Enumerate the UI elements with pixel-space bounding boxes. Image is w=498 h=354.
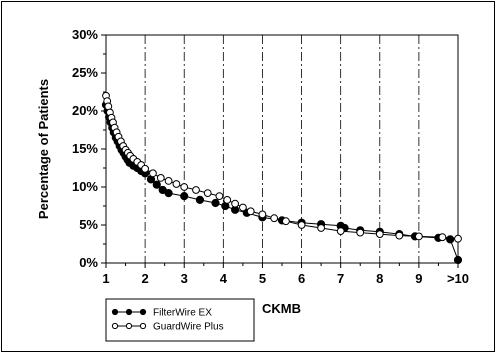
legend: FilterWire EX GuardWire Plus xyxy=(105,298,255,342)
data-point xyxy=(375,230,384,239)
data-point xyxy=(211,198,220,208)
data-point xyxy=(156,174,165,182)
data-point xyxy=(239,203,247,212)
x-axis-label: CKMB xyxy=(262,301,301,316)
x-tick-label: 9 xyxy=(415,271,422,286)
y-axis-label: Percentage of Patients xyxy=(36,79,51,219)
legend-marker xyxy=(111,308,119,316)
y-tick-label: 5% xyxy=(79,217,98,232)
legend-label: GuardWire Plus xyxy=(153,322,224,333)
legend-item: GuardWire Plus xyxy=(111,322,224,333)
data-point xyxy=(164,177,173,185)
data-point xyxy=(192,186,200,194)
data-point xyxy=(297,221,306,229)
legend-marker xyxy=(125,308,133,316)
x-tick-label: >10 xyxy=(447,271,469,286)
x-tick-label: 8 xyxy=(376,271,383,286)
data-point xyxy=(453,255,463,265)
y-tick-label: 25% xyxy=(72,65,98,80)
data-point xyxy=(180,192,189,201)
x-tick-label: 4 xyxy=(220,271,228,286)
data-point xyxy=(172,180,181,188)
data-point xyxy=(152,180,161,189)
data-point xyxy=(258,210,267,219)
data-point xyxy=(141,164,150,173)
x-tick-label: 7 xyxy=(337,271,344,286)
plot-border xyxy=(105,34,459,264)
legend-label: FilterWire EX xyxy=(153,308,212,319)
x-axis-ticks: 1 2 3 4 5 6 7 8 9 >10 xyxy=(102,263,469,286)
data-point xyxy=(246,207,255,216)
data-point xyxy=(270,214,279,223)
data-point xyxy=(195,195,204,204)
data-point xyxy=(356,228,365,237)
legend-marker xyxy=(139,322,147,330)
y-tick-label: 0% xyxy=(79,255,98,270)
series-layer xyxy=(101,91,463,265)
y-tick-label: 30% xyxy=(72,27,98,42)
series-filterwire-ex xyxy=(101,100,463,265)
x-tick-label: 1 xyxy=(102,271,109,286)
data-point xyxy=(223,196,232,204)
x-tick-label: 6 xyxy=(298,271,305,286)
data-point xyxy=(215,192,224,201)
data-point xyxy=(282,217,290,226)
data-point xyxy=(180,183,189,191)
legend-item: FilterWire EX xyxy=(111,308,212,319)
data-point xyxy=(231,199,240,208)
legend-marker xyxy=(111,322,119,330)
series-guardwire-plus xyxy=(102,91,462,243)
legend-items: FilterWire EX GuardWire Plus xyxy=(111,308,224,333)
y-axis-ticks: 0% 5% 10% 15% 20% 25% 30% xyxy=(72,27,106,270)
plot-area xyxy=(105,34,459,264)
data-point xyxy=(395,231,404,240)
data-point xyxy=(438,233,447,242)
legend-marker xyxy=(139,308,147,316)
legend-box xyxy=(105,298,255,342)
y-tick-label: 10% xyxy=(72,179,98,194)
data-point xyxy=(446,235,455,244)
data-point xyxy=(415,232,423,241)
y-tick-label: 15% xyxy=(72,141,98,156)
data-point xyxy=(203,189,212,198)
data-point xyxy=(317,224,326,232)
x-tick-label: 5 xyxy=(259,271,266,286)
data-point xyxy=(164,189,173,198)
data-point xyxy=(149,169,157,178)
data-point xyxy=(336,227,345,236)
y-tick-label: 20% xyxy=(72,103,98,118)
data-point xyxy=(454,234,462,243)
x-tick-label: 2 xyxy=(141,271,148,286)
legend-marker xyxy=(125,322,133,330)
x-tick-label: 3 xyxy=(181,271,188,286)
